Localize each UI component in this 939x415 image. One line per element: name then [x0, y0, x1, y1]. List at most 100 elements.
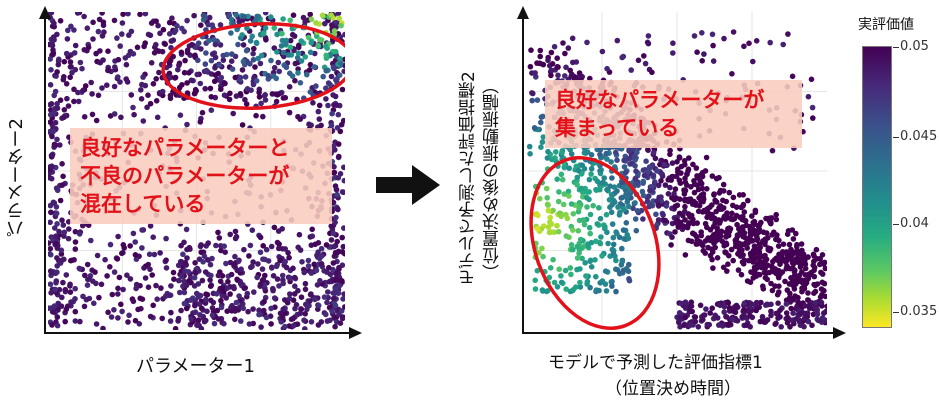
- data-point: [579, 255, 585, 262]
- data-point: [115, 291, 121, 297]
- data-point: [61, 114, 67, 121]
- data-point: [101, 29, 107, 35]
- data-point: [54, 322, 61, 329]
- data-point: [52, 142, 59, 148]
- data-point: [308, 39, 315, 46]
- data-point: [180, 251, 186, 258]
- data-point: [207, 277, 213, 283]
- data-point: [823, 308, 827, 315]
- data-point: [681, 322, 687, 329]
- data-point: [720, 188, 727, 194]
- data-point: [610, 234, 617, 241]
- data-point: [215, 229, 221, 236]
- data-point: [61, 58, 68, 65]
- data-point: [271, 224, 278, 231]
- data-point: [686, 220, 692, 226]
- data-point: [85, 44, 92, 51]
- data-point: [341, 177, 345, 184]
- data-point: [192, 309, 199, 316]
- data-point: [721, 309, 727, 315]
- data-point: [628, 67, 634, 73]
- data-point: [773, 310, 779, 317]
- data-point: [713, 208, 719, 215]
- data-point: [218, 247, 224, 254]
- data-point: [787, 253, 794, 259]
- data-point: [568, 242, 575, 248]
- data-point: [527, 143, 533, 150]
- data-point: [61, 256, 67, 263]
- data-point: [253, 39, 260, 46]
- data-point: [567, 265, 574, 271]
- data-point: [694, 182, 701, 189]
- data-point: [282, 323, 288, 330]
- data-point: [302, 286, 309, 293]
- data-point: [641, 53, 647, 59]
- data-point: [177, 258, 184, 265]
- data-point: [133, 285, 139, 292]
- data-point: [780, 41, 786, 48]
- data-point: [807, 270, 814, 277]
- data-point: [764, 276, 770, 283]
- data-point: [342, 304, 345, 310]
- data-point: [558, 279, 565, 286]
- data-point: [202, 269, 209, 275]
- data-point: [149, 272, 155, 278]
- data-point: [218, 304, 225, 311]
- data-point: [274, 92, 281, 98]
- data-point: [280, 306, 286, 313]
- data-point: [61, 107, 68, 113]
- data-point: [99, 85, 105, 91]
- data-point: [675, 224, 682, 230]
- data-point: [812, 300, 819, 306]
- data-point: [534, 97, 541, 103]
- data-point: [670, 173, 676, 180]
- data-point: [617, 209, 623, 216]
- data-point: [175, 318, 181, 324]
- data-point: [339, 249, 345, 255]
- colorbar-title: 実評価値: [858, 17, 914, 33]
- data-point: [339, 189, 345, 195]
- data-point: [315, 302, 322, 309]
- data-point: [599, 180, 605, 186]
- data-point: [100, 19, 107, 25]
- data-point: [286, 323, 293, 329]
- data-point: [731, 304, 738, 310]
- data-point: [573, 163, 580, 170]
- data-point: [581, 165, 588, 172]
- data-point: [132, 317, 139, 324]
- data-point: [257, 249, 264, 256]
- data-point: [593, 273, 599, 280]
- data-point: [570, 227, 576, 233]
- data-point: [203, 291, 209, 298]
- data-point: [559, 149, 565, 156]
- data-point: [89, 91, 95, 97]
- data-point: [48, 245, 54, 252]
- data-point: [163, 235, 169, 242]
- data-point: [94, 252, 101, 259]
- data-point: [320, 73, 327, 80]
- data-point: [757, 318, 764, 325]
- data-point: [251, 289, 257, 295]
- data-point: [53, 185, 60, 191]
- data-point: [208, 107, 215, 113]
- data-point: [291, 33, 298, 39]
- data-point: [757, 254, 763, 260]
- data-point: [209, 51, 216, 57]
- data-point: [599, 253, 605, 259]
- data-point: [138, 96, 145, 102]
- data-point: [764, 317, 771, 323]
- data-point: [245, 308, 251, 315]
- data-point: [341, 164, 345, 171]
- data-point: [75, 98, 82, 105]
- data-point: [758, 299, 764, 306]
- data-point: [799, 269, 805, 275]
- data-point: [151, 251, 158, 258]
- left-callout-line-3: 混在している: [80, 192, 206, 216]
- data-point: [531, 125, 538, 131]
- data-point: [624, 199, 631, 205]
- data-point: [115, 233, 121, 240]
- right-callout-line-1: 良好なパラメーターが: [555, 88, 765, 112]
- right-x-label-line-1: モデルで予測した評価指標1: [548, 353, 763, 373]
- data-point: [678, 300, 685, 307]
- data-point: [753, 307, 759, 314]
